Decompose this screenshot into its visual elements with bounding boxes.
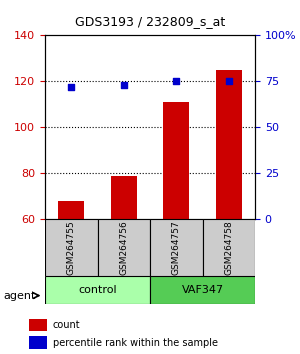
Text: count: count — [53, 320, 80, 330]
Text: percentile rank within the sample: percentile rank within the sample — [53, 338, 218, 348]
FancyBboxPatch shape — [45, 276, 150, 304]
Point — [226, 79, 231, 84]
Text: GSM264758: GSM264758 — [224, 221, 233, 275]
Bar — [163, 102, 189, 219]
Text: control: control — [78, 285, 117, 295]
Point — [174, 79, 179, 84]
Text: agent: agent — [3, 291, 35, 301]
Text: GSM264756: GSM264756 — [119, 221, 128, 275]
FancyBboxPatch shape — [150, 219, 202, 276]
FancyBboxPatch shape — [150, 276, 255, 304]
Bar — [28, 336, 47, 349]
Point — [69, 84, 74, 90]
Text: VAF347: VAF347 — [182, 285, 224, 295]
Bar — [216, 70, 242, 219]
Bar — [58, 201, 84, 219]
Text: GSM264757: GSM264757 — [172, 221, 181, 275]
FancyBboxPatch shape — [45, 219, 98, 276]
Point — [122, 82, 126, 88]
Text: GSM264755: GSM264755 — [67, 221, 76, 275]
FancyBboxPatch shape — [202, 219, 255, 276]
FancyBboxPatch shape — [98, 219, 150, 276]
Text: GDS3193 / 232809_s_at: GDS3193 / 232809_s_at — [75, 15, 225, 28]
Bar — [28, 319, 47, 331]
Bar — [111, 176, 137, 219]
